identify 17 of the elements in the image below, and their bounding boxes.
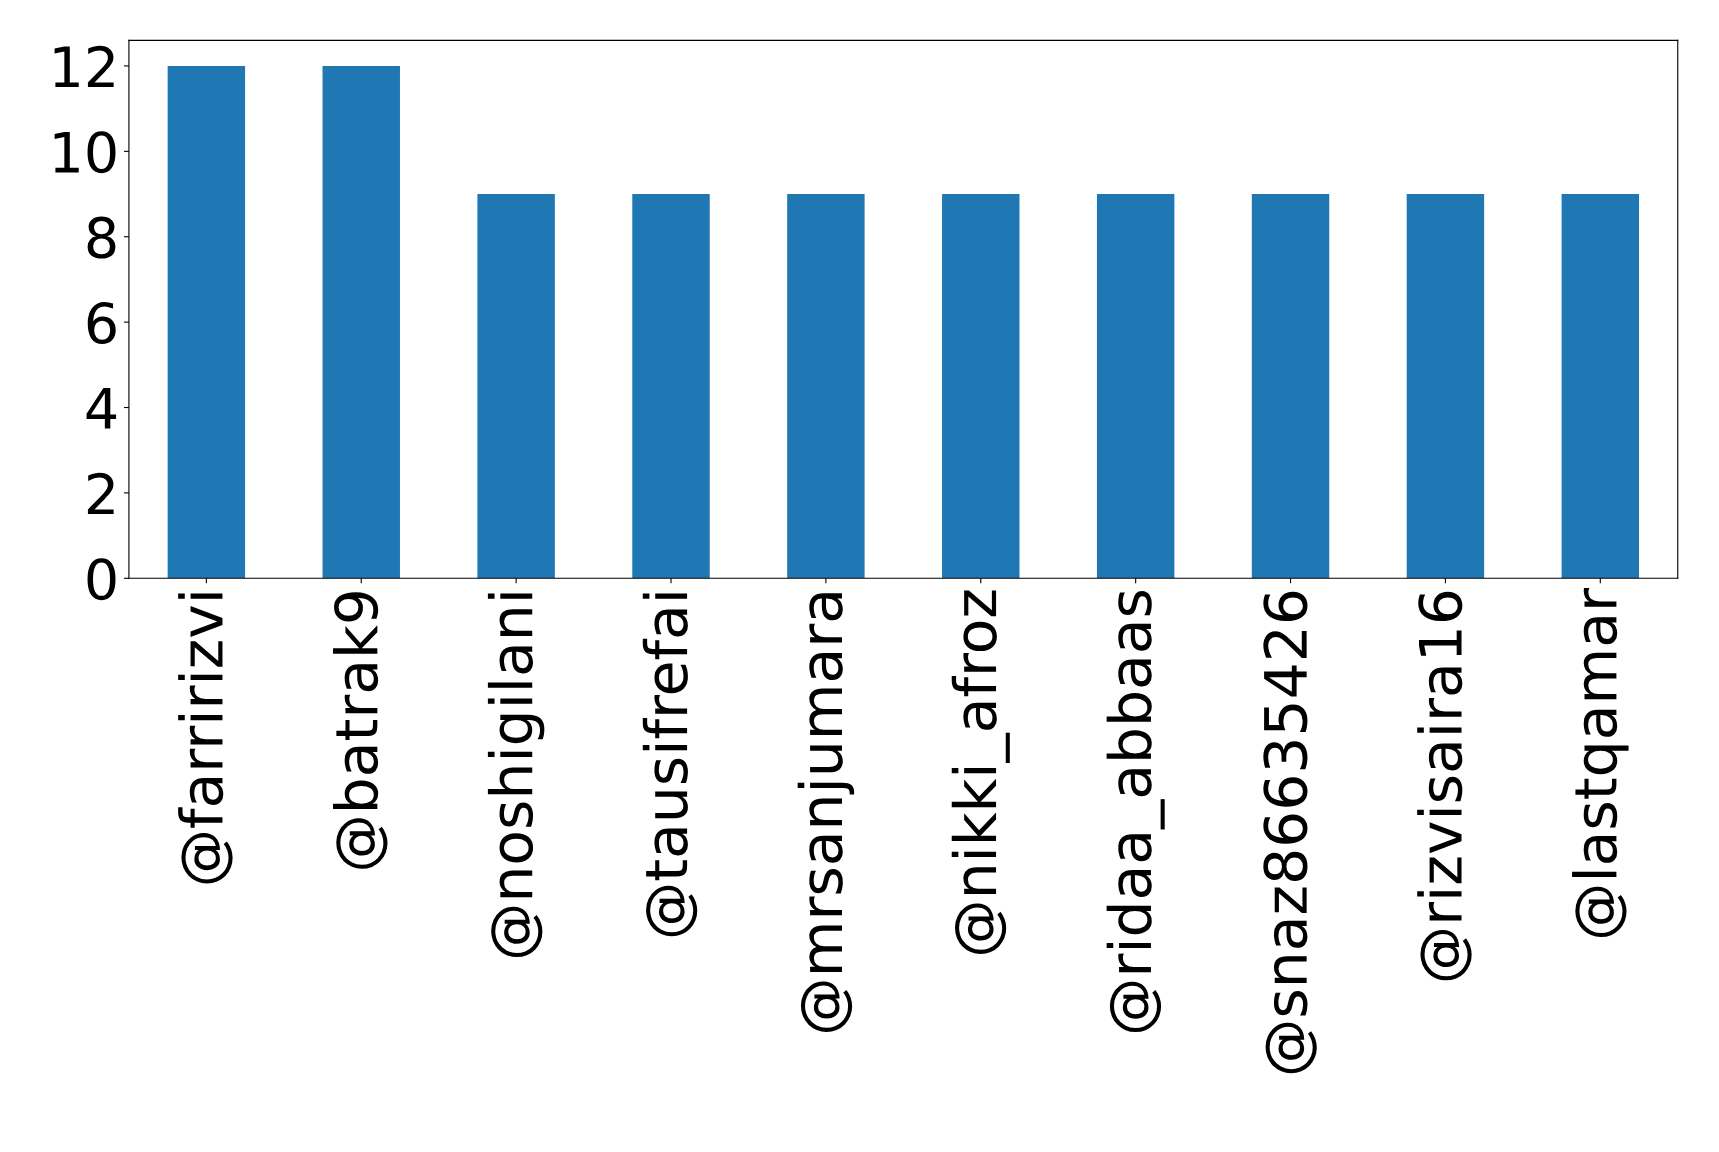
y-tick-label: 8 [87,216,116,259]
y-tick-label: 2 [87,472,114,515]
x-tick-label: @lastqamar [1572,588,1629,938]
x-tick-label: @ridaa_abbaas [1106,590,1165,1033]
x-tick-label: @nikki_afroz [951,590,1010,954]
x-tick-label: @snaz86635426 [1263,591,1317,1074]
y-tick-label: 6 [87,302,116,345]
x-tick-label: @batrak9 [333,592,388,869]
y-tick-label: 4 [86,388,117,429]
x-tick-label: @mrsanjumara [797,593,855,1032]
x-tick-label: @tausifrefai [642,593,698,937]
y-tick-label: 12 [54,45,114,88]
x-tick-label: @noshigilani [487,593,545,958]
x-tick-label: @rizvisaira16 [1417,591,1472,981]
y-tick-label: 0 [87,558,116,601]
y-tick-label: 10 [54,131,116,174]
x-tick-label: @farririzvi [178,593,233,884]
